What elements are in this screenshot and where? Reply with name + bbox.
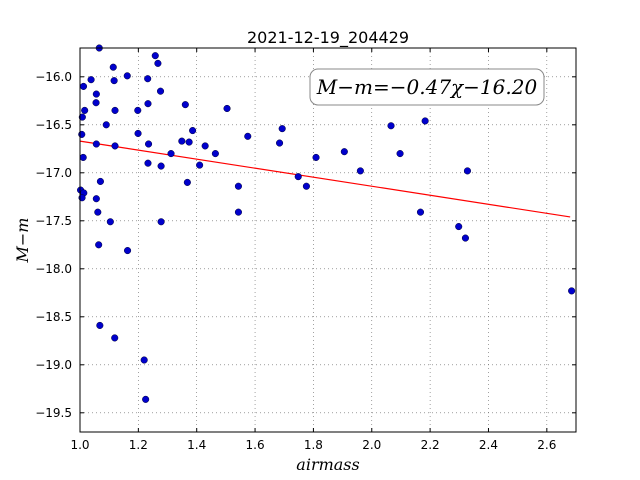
data-point bbox=[421, 117, 429, 125]
data-point bbox=[144, 159, 152, 167]
data-point bbox=[568, 287, 576, 295]
data-point bbox=[87, 76, 95, 84]
data-point bbox=[312, 153, 320, 161]
y-tick-label: −17.5 bbox=[35, 214, 72, 228]
y-tick-label: −16.0 bbox=[35, 70, 72, 84]
y-tick-labels: −16.0 −16.5 −17.0 −17.5 −18.0 −18.5 −19.0 −19.5 bbox=[35, 70, 72, 420]
data-point bbox=[106, 218, 114, 226]
data-point bbox=[189, 127, 197, 135]
data-point bbox=[185, 138, 193, 146]
grid-lines bbox=[79, 48, 576, 432]
data-point bbox=[111, 106, 119, 114]
data-point bbox=[201, 142, 209, 150]
data-point bbox=[154, 59, 162, 67]
data-point bbox=[455, 223, 463, 231]
data-point bbox=[144, 100, 152, 108]
x-tick-label: 1.0 bbox=[70, 438, 89, 452]
data-point bbox=[276, 139, 284, 147]
y-tick-label: −17.0 bbox=[35, 166, 72, 180]
data-point bbox=[396, 150, 404, 158]
data-point bbox=[196, 161, 204, 169]
data-point bbox=[144, 75, 152, 83]
y-tick-label: −18.5 bbox=[35, 310, 72, 324]
y-axis-label: M−m bbox=[13, 218, 32, 264]
data-point bbox=[340, 148, 348, 156]
data-point bbox=[387, 122, 395, 130]
plot-area bbox=[79, 47, 577, 433]
data-point bbox=[79, 82, 88, 90]
data-point bbox=[461, 234, 469, 242]
data-point bbox=[142, 395, 150, 403]
data-point bbox=[278, 125, 286, 133]
data-point bbox=[416, 208, 425, 216]
x-axis-label: airmass bbox=[296, 455, 359, 474]
y-tick-label: −19.0 bbox=[35, 358, 72, 372]
data-point bbox=[302, 182, 310, 190]
x-tick-label: 1.2 bbox=[129, 438, 148, 452]
x-tick-label: 1.4 bbox=[187, 438, 206, 452]
x-tick-label: 2.4 bbox=[479, 438, 498, 452]
x-tick-label: 1.6 bbox=[246, 438, 265, 452]
y-tick-label: −19.5 bbox=[35, 406, 72, 420]
data-point bbox=[79, 153, 87, 161]
data-points bbox=[77, 44, 576, 403]
data-point bbox=[140, 356, 148, 364]
data-point bbox=[156, 87, 165, 95]
data-point bbox=[211, 150, 219, 158]
data-point bbox=[81, 106, 89, 114]
data-point bbox=[92, 140, 100, 148]
data-point bbox=[151, 52, 159, 60]
chart-title: 2021-12-19_204429 bbox=[247, 28, 409, 48]
data-point bbox=[157, 218, 165, 226]
data-point bbox=[234, 208, 242, 216]
fit-line bbox=[79, 140, 571, 218]
data-point bbox=[92, 195, 100, 203]
x-tick-label: 2.0 bbox=[362, 438, 381, 452]
data-point bbox=[109, 63, 117, 71]
fit-line-layer bbox=[79, 140, 571, 218]
fit-equation-text: M−m=−0.47χ−16.20 bbox=[316, 75, 538, 99]
x-tick-label: 1.8 bbox=[304, 438, 323, 452]
data-point bbox=[78, 113, 86, 121]
y-tick-label: −16.5 bbox=[35, 118, 72, 132]
data-point bbox=[123, 72, 131, 80]
data-point bbox=[134, 106, 142, 114]
data-point bbox=[92, 90, 100, 98]
data-point bbox=[234, 182, 242, 190]
data-point bbox=[134, 129, 142, 137]
data-point bbox=[167, 150, 175, 158]
data-point bbox=[145, 140, 153, 148]
data-point bbox=[463, 167, 472, 175]
data-point bbox=[157, 162, 165, 170]
data-point bbox=[356, 167, 364, 175]
y-tick-label: −18.0 bbox=[35, 262, 72, 276]
data-point bbox=[223, 104, 231, 113]
x-tick-label: 2.6 bbox=[537, 438, 556, 452]
data-point bbox=[124, 247, 132, 255]
data-point bbox=[111, 142, 119, 150]
data-point bbox=[111, 334, 119, 342]
data-point bbox=[181, 101, 189, 109]
data-point bbox=[102, 121, 110, 129]
x-tick-labels: 1.0 1.2 1.4 1.6 1.8 2.0 2.2 2.4 2.6 bbox=[70, 438, 556, 452]
data-point bbox=[96, 177, 104, 185]
data-point bbox=[178, 137, 186, 145]
data-point bbox=[95, 241, 103, 249]
axis-ticks bbox=[79, 48, 576, 432]
data-point bbox=[96, 321, 104, 329]
x-tick-label: 2.2 bbox=[421, 438, 440, 452]
data-point bbox=[94, 208, 102, 216]
data-point bbox=[183, 178, 191, 186]
fit-equation-box: M−m=−0.47χ−16.20 bbox=[309, 68, 545, 106]
data-point bbox=[294, 173, 302, 181]
data-point bbox=[244, 132, 252, 140]
data-point bbox=[110, 77, 118, 85]
data-point bbox=[78, 130, 86, 138]
data-point bbox=[92, 99, 100, 107]
